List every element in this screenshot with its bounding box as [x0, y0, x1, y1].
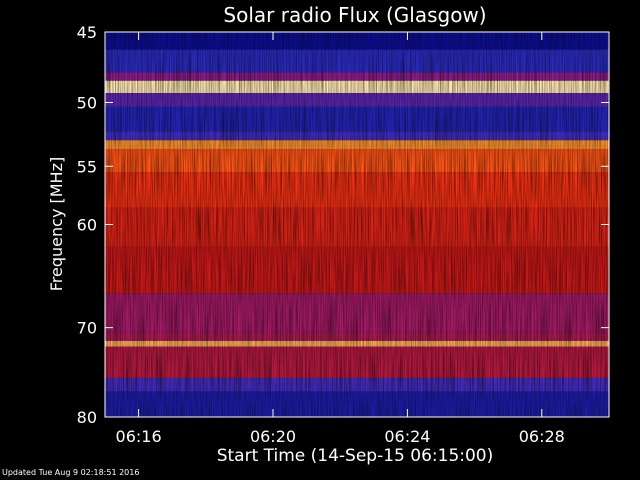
y-tick-label: 45 [77, 23, 97, 42]
x-tick-label: 06:16 [116, 427, 162, 446]
y-axis-label: Frequency [MHz] [47, 157, 66, 291]
x-tick-label: 06:20 [250, 427, 296, 446]
y-tick-label: 60 [77, 216, 97, 235]
x-tick-label: 06:24 [384, 427, 430, 446]
x-axis-label: Start Time (14-Sep-15 06:15:00) [217, 446, 494, 466]
y-tick-label: 70 [77, 319, 97, 338]
y-tick-label: 50 [77, 94, 97, 113]
y-tick-label: 80 [77, 408, 97, 427]
x-axis: 06:16 06:20 06:24 06:28 [116, 32, 565, 446]
y-axis: 45 50 55 60 70 80 [77, 23, 609, 427]
noise-texture [105, 32, 609, 417]
update-timestamp: Updated Tue Aug 9 02:18:51 2016 [2, 468, 140, 477]
x-tick-label: 06:28 [519, 427, 565, 446]
chart-title: Solar radio Flux (Glasgow) [223, 3, 486, 27]
y-tick-label: 55 [77, 157, 97, 176]
